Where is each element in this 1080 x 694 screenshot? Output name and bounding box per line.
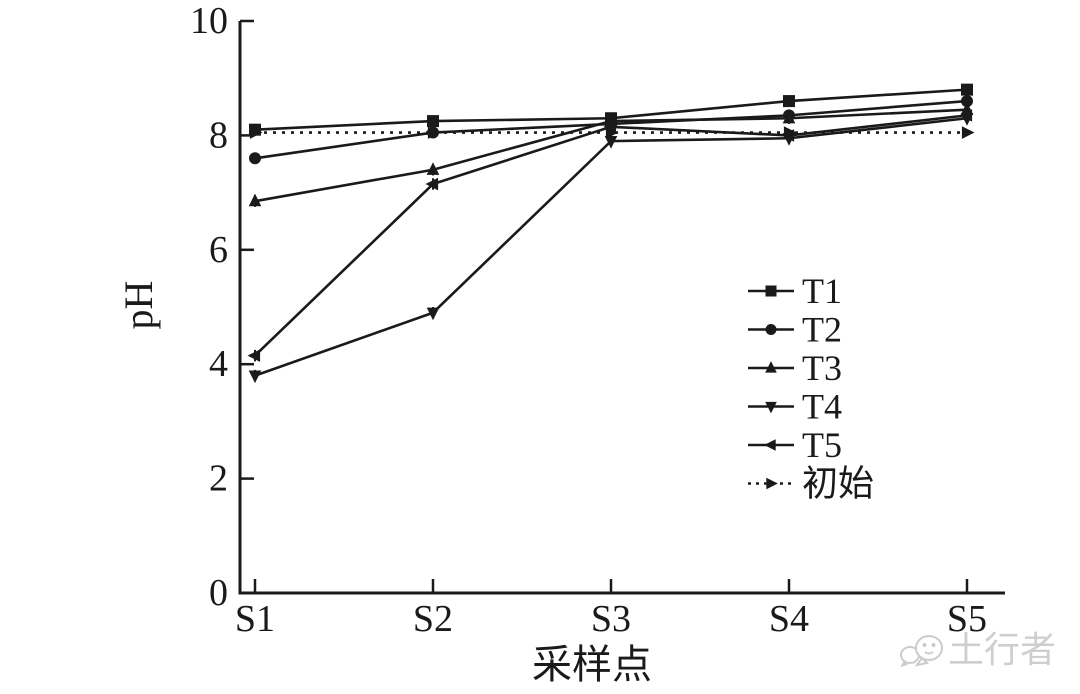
- legend-label: T4: [802, 387, 842, 427]
- series-T4: [248, 112, 974, 384]
- y-tick-label: 8: [209, 114, 228, 156]
- legend-label: 初始: [802, 464, 874, 504]
- marker-triangle-down: [426, 307, 440, 321]
- marker-triangle-left: [764, 439, 776, 451]
- y-tick-label: 2: [209, 458, 228, 500]
- marker-triangle-up: [765, 361, 777, 373]
- marker-triangle-left: [425, 177, 439, 191]
- legend-label: T5: [802, 425, 842, 465]
- plot-area: 0 2 4 6 8 10 S1 S2 S3 S4 S5: [190, 0, 1005, 640]
- x-tick-label: S2: [413, 598, 453, 640]
- y-tick-label: 6: [209, 229, 228, 271]
- series-T5: [247, 109, 973, 362]
- marker-triangle-right: [961, 126, 975, 139]
- y-tick-label: 4: [209, 343, 228, 385]
- legend-label: T1: [802, 271, 842, 311]
- marker-triangle-right: [605, 126, 619, 139]
- watermark: 土行者: [900, 630, 1056, 670]
- x-tick-label: S1: [235, 598, 275, 640]
- marker-square: [783, 95, 795, 108]
- marker-triangle-up: [426, 162, 440, 175]
- marker-triangle-down: [248, 370, 262, 384]
- x-tick-label: S5: [947, 598, 987, 640]
- marker-triangle-down: [604, 136, 618, 149]
- watermark-text: 土行者: [948, 630, 1056, 670]
- marker-triangle-left: [247, 349, 261, 362]
- marker-triangle-right: [783, 126, 797, 139]
- legend-label: T3: [802, 348, 842, 388]
- legend-label: T2: [802, 310, 842, 350]
- marker-circle: [249, 152, 261, 165]
- legend-item-T1: T1: [748, 271, 842, 311]
- legend-item-初始: 初始: [748, 464, 874, 504]
- marker-square: [765, 285, 777, 297]
- y-tick-label: 10: [190, 0, 228, 42]
- x-axis-title: 采样点: [532, 642, 652, 687]
- legend-item-T4: T4: [748, 387, 842, 427]
- x-tick-label: S4: [769, 598, 809, 640]
- marker-triangle-up: [248, 193, 262, 207]
- x-tick-label: S3: [591, 598, 631, 640]
- legend-item-T2: T2: [748, 310, 842, 350]
- marker-triangle-down: [765, 401, 777, 414]
- marker-triangle-right: [249, 126, 263, 139]
- marker-circle: [765, 324, 777, 335]
- wechat-bubbles-icon: [900, 635, 943, 667]
- legend-item-T5: T5: [748, 425, 842, 465]
- marker-square: [427, 115, 439, 128]
- series-T3: [248, 102, 974, 207]
- marker-triangle-left: [959, 109, 973, 122]
- marker-triangle-right: [427, 126, 441, 139]
- marker-circle: [961, 95, 973, 108]
- legend-item-T3: T3: [748, 348, 842, 388]
- marker-triangle-up: [782, 110, 796, 124]
- series-line: [254, 114, 968, 357]
- marker-square: [961, 83, 973, 96]
- y-axis-title: pH: [116, 281, 161, 330]
- marker-triangle-right: [766, 477, 778, 490]
- y-tick-label: 0: [209, 572, 228, 614]
- series-初始: [249, 126, 975, 139]
- series-line: [254, 116, 968, 377]
